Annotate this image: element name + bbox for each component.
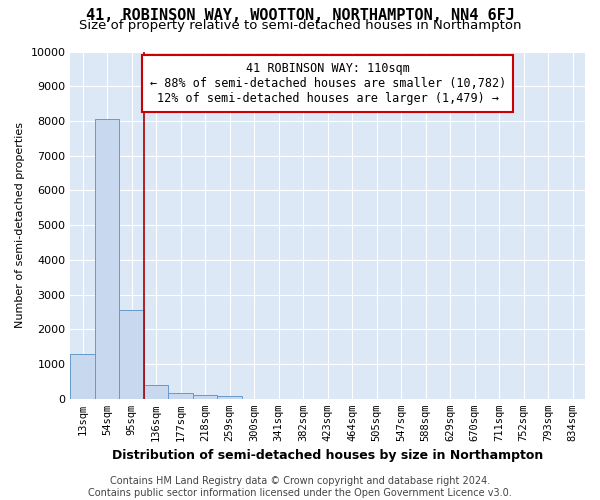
Y-axis label: Number of semi-detached properties: Number of semi-detached properties [15, 122, 25, 328]
Bar [119, 310, 144, 399]
Text: 41, ROBINSON WAY, WOOTTON, NORTHAMPTON, NN4 6FJ: 41, ROBINSON WAY, WOOTTON, NORTHAMPTON, … [86, 8, 514, 22]
Bar [193, 396, 217, 399]
Text: 41 ROBINSON WAY: 110sqm
← 88% of semi-detached houses are smaller (10,782)
12% o: 41 ROBINSON WAY: 110sqm ← 88% of semi-de… [149, 62, 506, 105]
Bar [169, 392, 193, 399]
Bar [70, 354, 95, 399]
Bar [144, 385, 169, 399]
Text: Contains HM Land Registry data © Crown copyright and database right 2024.
Contai: Contains HM Land Registry data © Crown c… [88, 476, 512, 498]
X-axis label: Distribution of semi-detached houses by size in Northampton: Distribution of semi-detached houses by … [112, 450, 544, 462]
Bar [95, 119, 119, 399]
Text: Size of property relative to semi-detached houses in Northampton: Size of property relative to semi-detach… [79, 18, 521, 32]
Bar [217, 396, 242, 399]
